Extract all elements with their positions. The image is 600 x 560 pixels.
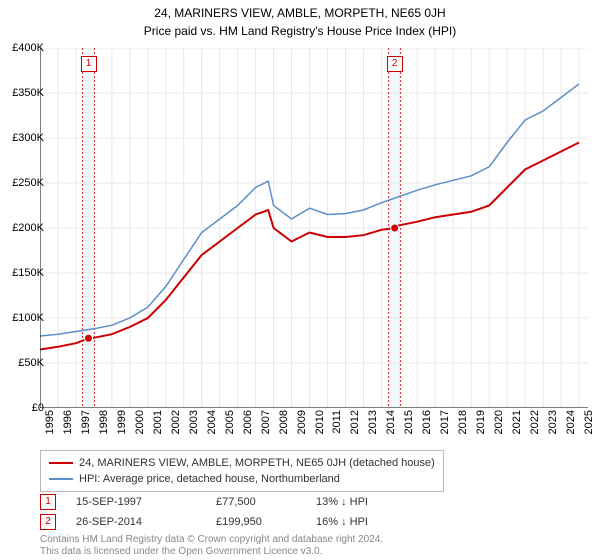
- y-tick-label: £200K: [4, 222, 44, 234]
- sale-index-box: 1: [40, 494, 56, 510]
- x-tick-label: 2023: [547, 410, 559, 434]
- x-tick-label: 1998: [98, 410, 110, 434]
- attribution-line2: This data is licensed under the Open Gov…: [40, 546, 383, 558]
- x-tick-label: 1999: [116, 410, 128, 434]
- x-tick-label: 2006: [242, 410, 254, 434]
- page-subtitle: Price paid vs. HM Land Registry's House …: [0, 20, 600, 46]
- x-tick-label: 2013: [367, 410, 379, 434]
- x-tick-label: 2024: [565, 410, 577, 434]
- legend-row: HPI: Average price, detached house, Nort…: [49, 471, 435, 487]
- x-tick-label: 2010: [314, 410, 326, 434]
- chart-area: [40, 48, 588, 408]
- sale-price: £199,950: [216, 516, 316, 528]
- y-tick-label: £300K: [4, 132, 44, 144]
- attribution-text: Contains HM Land Registry data © Crown c…: [40, 534, 383, 558]
- y-tick-label: £250K: [4, 177, 44, 189]
- attribution-line1: Contains HM Land Registry data © Crown c…: [40, 534, 383, 546]
- y-tick-label: £100K: [4, 312, 44, 324]
- x-tick-label: 2009: [296, 410, 308, 434]
- x-tick-label: 2004: [206, 410, 218, 434]
- x-tick-label: 2005: [224, 410, 236, 434]
- y-tick-label: £350K: [4, 87, 44, 99]
- x-tick-label: 2002: [170, 410, 182, 434]
- legend-swatch: [49, 462, 73, 464]
- x-tick-label: 2012: [349, 410, 361, 434]
- x-tick-label: 2022: [529, 410, 541, 434]
- y-tick-label: £150K: [4, 267, 44, 279]
- sale-price: £77,500: [216, 496, 316, 508]
- sale-marker-box: 1: [81, 56, 97, 72]
- x-tick-label: 1996: [62, 410, 74, 434]
- y-tick-label: £400K: [4, 42, 44, 54]
- x-tick-label: 2007: [260, 410, 272, 434]
- legend-swatch: [49, 478, 73, 480]
- legend-row: 24, MARINERS VIEW, AMBLE, MORPETH, NE65 …: [49, 455, 435, 471]
- sale-row: 2 26-SEP-2014£199,95016% ↓ HPI: [40, 512, 436, 532]
- sales-table: 1 15-SEP-1997£77,50013% ↓ HPI 2 26-SEP-2014…: [40, 492, 436, 532]
- y-tick-label: £0: [4, 402, 44, 414]
- y-tick-label: £50K: [4, 357, 44, 369]
- sale-marker-box: 2: [387, 56, 403, 72]
- legend-box: 24, MARINERS VIEW, AMBLE, MORPETH, NE65 …: [40, 450, 444, 492]
- x-tick-label: 2003: [188, 410, 200, 434]
- x-tick-label: 1995: [44, 410, 56, 434]
- sale-index-box: 2: [40, 514, 56, 530]
- x-tick-label: 2021: [511, 410, 523, 434]
- x-tick-label: 2025: [583, 410, 595, 434]
- x-tick-label: 1997: [80, 410, 92, 434]
- page-title: 24, MARINERS VIEW, AMBLE, MORPETH, NE65 …: [0, 0, 600, 20]
- line-chart-svg: [40, 48, 588, 408]
- x-tick-label: 2017: [439, 410, 451, 434]
- legend-label: HPI: Average price, detached house, Nort…: [79, 471, 340, 487]
- sale-date: 26-SEP-2014: [76, 516, 216, 528]
- x-tick-label: 2014: [385, 410, 397, 434]
- x-tick-label: 2020: [493, 410, 505, 434]
- sale-pct-vs-hpi: 13% ↓ HPI: [316, 496, 436, 508]
- chart-container: 24, MARINERS VIEW, AMBLE, MORPETH, NE65 …: [0, 0, 600, 560]
- x-tick-label: 2015: [403, 410, 415, 434]
- x-tick-label: 2001: [152, 410, 164, 434]
- x-tick-label: 2011: [331, 410, 343, 434]
- legend-label: 24, MARINERS VIEW, AMBLE, MORPETH, NE65 …: [79, 455, 435, 471]
- x-tick-label: 2019: [475, 410, 487, 434]
- sale-row: 1 15-SEP-1997£77,50013% ↓ HPI: [40, 492, 436, 512]
- sale-date: 15-SEP-1997: [76, 496, 216, 508]
- sale-pct-vs-hpi: 16% ↓ HPI: [316, 516, 436, 528]
- x-tick-label: 2000: [134, 410, 146, 434]
- x-tick-label: 2018: [457, 410, 469, 434]
- x-tick-label: 2008: [278, 410, 290, 434]
- x-tick-label: 2016: [421, 410, 433, 434]
